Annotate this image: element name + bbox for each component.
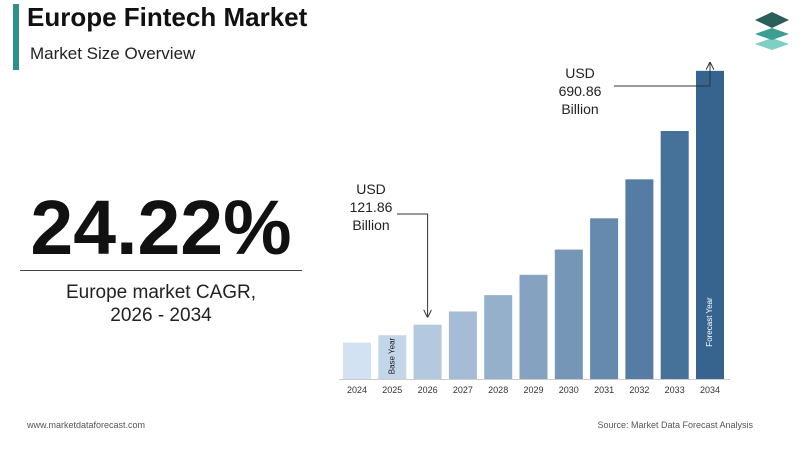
annotation-2026-line1: USD xyxy=(356,181,386,197)
x-tick-label-2027: 2027 xyxy=(453,385,473,395)
x-tick-label-2030: 2030 xyxy=(559,385,579,395)
footer-website: www.marketdataforecast.com xyxy=(27,420,146,430)
cagr-label-line2: 2026 - 2034 xyxy=(110,305,212,326)
page-subtitle: Market Size Overview xyxy=(30,44,196,63)
bar-2031 xyxy=(590,218,619,379)
layers-logo-icon xyxy=(755,12,789,50)
bar-2030 xyxy=(554,249,583,379)
bar-tag-2034: Forecast Year xyxy=(705,297,714,347)
annotation-arrow-2034 xyxy=(614,63,710,87)
x-tick-label-2031: 2031 xyxy=(594,385,614,395)
cagr-label: Europe market CAGR, 2026 - 2034 xyxy=(20,281,302,327)
cagr-value: 24.22% xyxy=(30,185,292,271)
bar-2032 xyxy=(625,179,654,379)
x-tick-label-2033: 2033 xyxy=(665,385,685,395)
cagr-label-line1: Europe market CAGR, xyxy=(65,282,257,303)
annotation-arrow-2026 xyxy=(397,213,428,317)
footer-source: Source: Market Data Forecast Analysis xyxy=(597,420,753,430)
annotation-2034-line3: Billion xyxy=(561,101,598,117)
x-tick-label-2025: 2025 xyxy=(382,385,402,395)
bar-2026 xyxy=(413,324,442,379)
x-tick-label-2034: 2034 xyxy=(700,385,720,395)
x-tick-label-2024: 2024 xyxy=(347,385,367,395)
x-tick-label-2026: 2026 xyxy=(418,385,438,395)
bar-2025 xyxy=(378,335,407,379)
x-tick-label-2032: 2032 xyxy=(629,385,649,395)
page-title: Europe Fintech Market xyxy=(27,2,308,32)
bar-tag-2025: Base Year xyxy=(387,337,396,374)
bar-2024 xyxy=(343,342,371,379)
annotation-2034-line1: USD xyxy=(565,65,595,81)
bar-2033 xyxy=(660,130,689,379)
bar-2028 xyxy=(484,295,513,379)
x-tick-label-2029: 2029 xyxy=(523,385,543,395)
annotation-2034-line2: 690.86 xyxy=(559,83,602,99)
annotation-2026-line3: Billion xyxy=(352,217,389,233)
bar-2034 xyxy=(696,70,724,379)
cagr-divider xyxy=(20,270,302,271)
title-accent-bar xyxy=(13,4,19,70)
x-tick-label-2028: 2028 xyxy=(488,385,508,395)
bar-2029 xyxy=(519,274,548,379)
annotation-2026-line2: 121.86 xyxy=(350,199,393,215)
bar-2027 xyxy=(448,311,477,379)
